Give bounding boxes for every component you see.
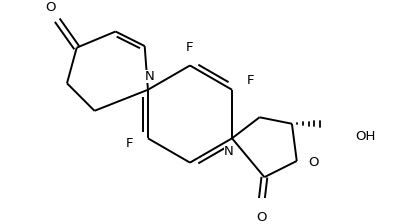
- Text: F: F: [247, 73, 254, 86]
- Text: O: O: [46, 1, 56, 14]
- Text: OH: OH: [355, 130, 375, 143]
- Text: O: O: [256, 211, 267, 224]
- Text: F: F: [186, 41, 194, 54]
- Text: O: O: [308, 156, 319, 169]
- Text: N: N: [145, 70, 154, 83]
- Text: N: N: [224, 145, 234, 158]
- Text: F: F: [126, 137, 133, 150]
